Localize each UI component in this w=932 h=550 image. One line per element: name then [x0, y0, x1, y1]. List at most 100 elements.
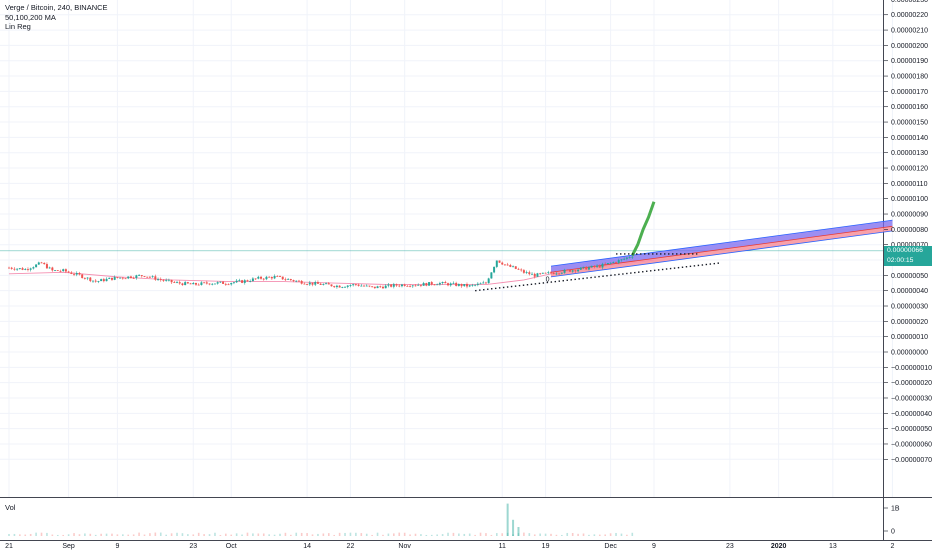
- volume-bar: [132, 534, 135, 536]
- time-tick-label: 2020: [771, 543, 787, 550]
- time-tick-label: Oct: [226, 543, 237, 550]
- candle-body: [211, 283, 214, 285]
- candle-body: [387, 284, 390, 286]
- candle-body: [398, 285, 401, 287]
- candle-body: [406, 285, 409, 287]
- volume-bar: [490, 534, 493, 536]
- candle-body: [26, 269, 29, 270]
- price-tick-label: −0.00000060: [891, 441, 932, 448]
- candle-body: [227, 284, 230, 286]
- time-tick-label: 23: [726, 543, 734, 550]
- volume-bar: [208, 534, 211, 536]
- candle-body: [151, 276, 154, 278]
- candle-body: [127, 276, 130, 279]
- candle-body: [62, 269, 65, 272]
- price-tick-label: 0.00000180: [891, 74, 928, 81]
- candle-body: [178, 282, 181, 284]
- price-tick-label: −0.00000040: [891, 411, 932, 418]
- candle-body: [384, 285, 387, 289]
- candle-body: [541, 272, 544, 274]
- candle-body: [438, 283, 441, 285]
- candle-body: [135, 275, 138, 279]
- candle-body: [257, 276, 260, 279]
- candle-body: [29, 268, 32, 270]
- volume-bar: [398, 532, 401, 536]
- symbol-title[interactable]: Verge / Bitcoin, 240, BINANCE: [5, 3, 108, 12]
- candle-body: [566, 269, 569, 271]
- candle-body: [260, 276, 263, 279]
- candle-body: [119, 277, 122, 279]
- candle-body: [447, 283, 450, 286]
- price-tick-label: 0.00000170: [891, 89, 928, 96]
- price-tick-label: −0.00000010: [891, 365, 932, 372]
- volume-bar: [214, 532, 216, 536]
- candle-body: [482, 282, 485, 284]
- time-axis[interactable]: 21 Sep 9 23 Oct 14 22 Nov 11 19 Dec 9 23 2020 13 2: [5, 543, 894, 550]
- volume-bar: [555, 534, 558, 536]
- linreg-indicator-label[interactable]: Lin Reg: [5, 22, 31, 31]
- candle-body: [54, 270, 57, 272]
- candle-body: [506, 264, 509, 266]
- candle-body: [612, 262, 615, 263]
- volume-bar: [24, 534, 27, 536]
- candle-body: [552, 273, 555, 275]
- ma-line: [8, 259, 655, 285]
- candle-body: [319, 283, 322, 285]
- price-tick-label: 0.00000130: [891, 150, 928, 157]
- volume-bar: [230, 534, 233, 536]
- candle-body: [83, 277, 86, 279]
- candle-body: [81, 274, 84, 278]
- price-axis[interactable]: 0.000002500.000002400.000002300.00000220…: [884, 0, 932, 464]
- ma-indicator-label[interactable]: 50,100,200 MA: [5, 12, 56, 22]
- candle-body: [617, 260, 620, 263]
- volume-bar: [604, 534, 606, 536]
- candle-body: [474, 284, 477, 286]
- candle-body: [525, 272, 528, 274]
- price-tick-label: 0.00000090: [891, 212, 928, 219]
- time-tick-label: 11: [499, 543, 506, 550]
- volume-bar: [203, 534, 205, 536]
- candle-body: [73, 273, 76, 275]
- candle-body: [306, 284, 309, 285]
- volume-bar: [452, 532, 455, 536]
- forecast-path: [630, 201, 656, 257]
- candle-body: [414, 285, 417, 287]
- candle-body: [59, 270, 62, 272]
- candle-body: [216, 282, 219, 284]
- price-tick-label: 0.00000050: [891, 273, 928, 280]
- price-tick-label: 0.00000120: [891, 166, 928, 173]
- candle-body: [254, 278, 257, 280]
- candle-body: [311, 282, 314, 285]
- candle-body: [463, 284, 466, 287]
- volume-bar: [279, 533, 281, 536]
- price-tick-label: −0.00000030: [891, 395, 932, 402]
- volume-bar: [436, 534, 438, 536]
- price-tick-label: 0.00000030: [891, 304, 928, 311]
- channel-lower-line: [550, 230, 893, 278]
- candle-body: [601, 263, 604, 268]
- volume-bar: [376, 532, 379, 536]
- candle-body: [490, 272, 493, 279]
- candle-body: [203, 282, 206, 284]
- candle-body: [371, 286, 374, 288]
- candle-body: [121, 277, 124, 279]
- candle-body: [316, 282, 319, 284]
- volume-bar: [598, 534, 601, 536]
- candle-body: [400, 284, 403, 287]
- volume-bar: [430, 534, 433, 536]
- candle-body: [604, 263, 607, 265]
- volume-indicator-label[interactable]: Vol: [5, 503, 16, 512]
- forecast-projection: [630, 201, 656, 257]
- candle-body: [140, 275, 143, 277]
- volume-bar: [468, 533, 471, 536]
- candle-body: [146, 276, 149, 278]
- volume-bar: [290, 534, 292, 536]
- price-tick-label: 0.00000220: [891, 12, 928, 19]
- time-tick-label: 19: [542, 543, 550, 550]
- volume-bar: [474, 534, 476, 536]
- volume-bar: [100, 533, 102, 536]
- candle-body: [509, 265, 512, 267]
- candle-body: [333, 286, 336, 288]
- candle-body: [365, 285, 368, 287]
